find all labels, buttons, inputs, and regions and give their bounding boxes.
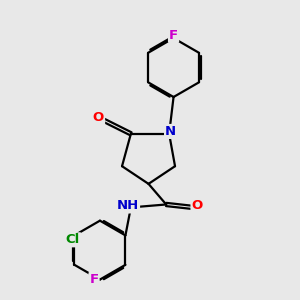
Text: F: F	[89, 273, 99, 286]
Text: F: F	[169, 29, 178, 42]
Text: Cl: Cl	[66, 233, 80, 246]
Text: NH: NH	[117, 200, 139, 212]
Text: O: O	[191, 200, 203, 212]
Text: O: O	[93, 111, 104, 124]
Text: N: N	[165, 125, 176, 138]
